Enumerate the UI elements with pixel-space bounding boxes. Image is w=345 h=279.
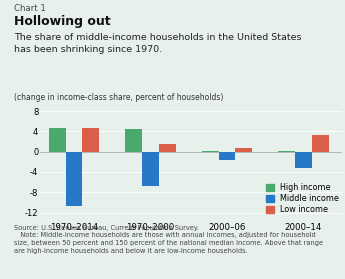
Bar [278, 151, 295, 152]
Bar [202, 151, 218, 152]
Text: The share of middle-income households in the United States
has been shrinking si: The share of middle-income households in… [14, 33, 301, 54]
Bar [295, 152, 312, 169]
Text: (change in income-class share, percent of households): (change in income-class share, percent o… [14, 93, 223, 102]
Legend: High income, Middle income, Low income: High income, Middle income, Low income [264, 182, 341, 216]
Bar [82, 128, 99, 152]
Text: Hollowing out: Hollowing out [14, 15, 110, 28]
Bar [66, 152, 82, 206]
Bar [49, 128, 66, 152]
Bar [218, 152, 235, 160]
Bar [125, 129, 142, 152]
Bar [312, 135, 328, 152]
Text: Source: U.S. Census Bureau, Current Population Survey.
   Note: Middle-income ho: Source: U.S. Census Bureau, Current Popu… [14, 225, 323, 254]
Bar [235, 148, 252, 152]
Bar [142, 152, 159, 186]
Bar [159, 144, 176, 152]
Text: Chart 1: Chart 1 [14, 4, 46, 13]
